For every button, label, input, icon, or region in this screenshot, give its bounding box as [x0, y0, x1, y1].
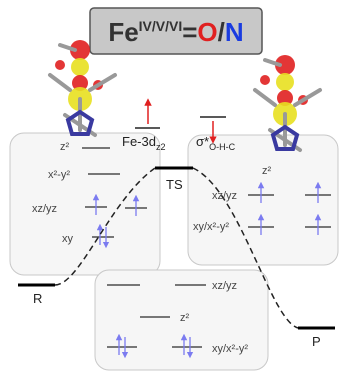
orbital-label: xz/yz	[212, 190, 237, 202]
title-nitrido: N	[225, 17, 244, 47]
title-base: Fe	[108, 17, 138, 47]
orbital-lobe	[71, 58, 89, 76]
ts-label: TS	[166, 177, 183, 192]
sigma-text: σ*	[196, 134, 209, 149]
orbital-label: xz/yz	[32, 203, 57, 215]
orbital-lobe	[276, 73, 294, 91]
product-label: P	[312, 334, 321, 349]
orbital-label: xz/yz	[212, 280, 237, 292]
energy-diagram: FeIV/V/VI=O/N R TS P Fe-3dz2 σ*O-H-C z² …	[0, 0, 350, 379]
orbital-lobe	[55, 60, 65, 70]
title-slash: /	[218, 17, 225, 47]
fe-3d-subscript: z2	[156, 142, 166, 152]
bond	[255, 90, 275, 105]
orbital-label: xy/x²-y²	[212, 343, 248, 355]
orbital-label: z²	[60, 141, 70, 153]
right-box	[188, 135, 338, 265]
reactant-label: R	[33, 291, 42, 306]
bond	[50, 75, 70, 90]
sigma-subscript: O-H-C	[209, 142, 235, 152]
orbital-label: z²	[180, 312, 190, 324]
orbital-lobe	[260, 75, 270, 85]
title-equals: =	[182, 17, 197, 47]
fe-3d-text: Fe-3d	[122, 134, 156, 149]
orbital-label: z²	[262, 165, 272, 177]
title-superscript: IV/V/VI	[139, 18, 183, 34]
title-oxo: O	[197, 17, 217, 47]
molecule-images	[50, 40, 320, 150]
orbital-label: xy/x²-y²	[193, 221, 229, 233]
orbital-label: xy	[62, 233, 74, 245]
orbital-label: x²-y²	[48, 169, 70, 181]
